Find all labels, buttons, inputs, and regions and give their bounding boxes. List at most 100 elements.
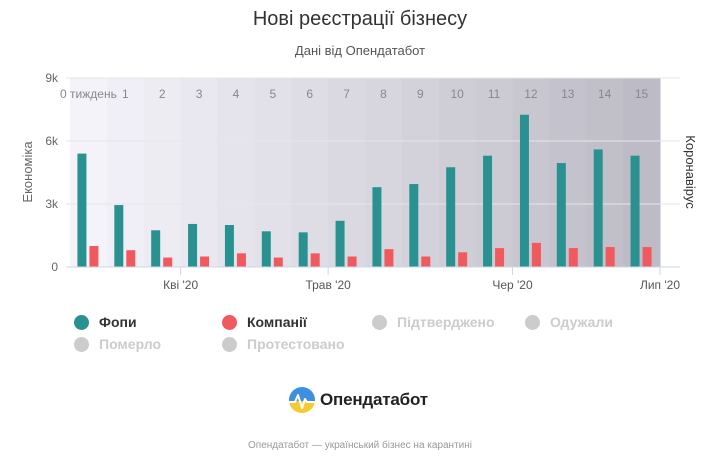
bar xyxy=(261,231,271,267)
week-label: 0 тиждень xyxy=(60,87,117,101)
week-band xyxy=(401,78,440,267)
bar xyxy=(483,155,493,267)
y-axis-title-right: Коронавірус xyxy=(683,135,698,209)
bar xyxy=(568,248,578,267)
week-label: 6 xyxy=(306,87,313,101)
bar xyxy=(409,184,419,267)
legend-dot xyxy=(372,314,387,330)
bar xyxy=(335,220,345,267)
bar xyxy=(531,242,541,267)
bar xyxy=(421,256,431,267)
x-date-label: Кві '20 xyxy=(163,278,198,292)
bar xyxy=(495,248,505,267)
legend-dot xyxy=(222,336,237,352)
bar xyxy=(630,155,640,267)
legend-label: Компанії xyxy=(247,314,307,330)
bar xyxy=(310,253,320,267)
bar xyxy=(593,149,603,267)
week-band xyxy=(70,78,108,267)
brand-name: Опендатабот xyxy=(320,390,428,409)
legend-item-tested[interactable]: Протестовано xyxy=(222,336,345,352)
y-tick-label: 3k xyxy=(45,197,59,211)
week-band xyxy=(254,78,292,267)
week-band xyxy=(623,78,661,267)
week-label: 15 xyxy=(635,87,649,101)
legend-item-recovered[interactable]: Одужали xyxy=(525,314,613,330)
week-band xyxy=(365,78,403,267)
bar xyxy=(273,257,283,267)
bar xyxy=(151,230,161,267)
bar xyxy=(114,205,124,267)
bar xyxy=(298,232,308,267)
week-label: 12 xyxy=(524,87,538,101)
bar xyxy=(372,187,382,267)
legend: Фопи Компанії Підтверджено Одужали Помер… xyxy=(70,314,690,358)
x-date-label: Трав '20 xyxy=(305,278,351,292)
chart-subtitle: Дані від Опендатабот xyxy=(294,43,426,58)
legend-dot xyxy=(74,336,89,352)
legend-item-died[interactable]: Померло xyxy=(74,336,161,352)
bar xyxy=(200,256,210,267)
bar xyxy=(77,153,87,267)
bar xyxy=(236,253,246,267)
brand: Опендатабот xyxy=(288,386,428,414)
week-band xyxy=(143,78,182,267)
week-label: 4 xyxy=(233,87,240,101)
legend-dot xyxy=(74,314,89,330)
legend-dot xyxy=(525,314,540,330)
week-label: 13 xyxy=(561,87,575,101)
week-band xyxy=(438,78,477,267)
bar xyxy=(89,246,99,267)
week-band xyxy=(328,78,366,267)
legend-dot xyxy=(222,314,237,330)
legend-item-fopy[interactable]: Фопи xyxy=(74,314,137,330)
week-band xyxy=(106,78,145,267)
y-tick-label: 9k xyxy=(45,71,59,85)
y-tick-label: 0 xyxy=(51,260,58,274)
bar xyxy=(642,247,652,267)
week-label: 2 xyxy=(159,87,166,101)
legend-label: Фопи xyxy=(99,314,137,330)
bar xyxy=(347,256,357,267)
week-label: 9 xyxy=(417,87,424,101)
bar xyxy=(519,114,529,267)
week-label: 14 xyxy=(598,87,612,101)
week-band xyxy=(291,78,329,267)
week-label: 3 xyxy=(196,87,203,101)
week-label: 8 xyxy=(380,87,387,101)
week-band xyxy=(475,78,513,267)
week-label: 7 xyxy=(343,87,350,101)
week-label: 11 xyxy=(488,87,501,101)
y-axis-title-left: Економіка xyxy=(20,141,35,203)
bar xyxy=(446,167,456,267)
bar xyxy=(163,257,173,267)
legend-label: Протестовано xyxy=(247,336,345,352)
legend-label: Одужали xyxy=(550,314,613,330)
legend-item-companies[interactable]: Компанії xyxy=(222,314,307,330)
bar xyxy=(188,223,198,267)
y-tick-label: 6k xyxy=(45,134,59,148)
week-band xyxy=(217,78,255,267)
bar xyxy=(384,249,394,267)
week-label: 1 xyxy=(122,87,129,101)
bar xyxy=(126,250,136,267)
legend-label: Померло xyxy=(99,336,162,352)
week-band xyxy=(586,78,624,267)
week-band xyxy=(180,78,218,267)
week-band xyxy=(512,78,550,267)
opendatabot-logo-icon xyxy=(289,387,315,413)
x-date-label: Лип '20 xyxy=(640,278,680,292)
bar xyxy=(556,163,566,267)
week-band xyxy=(549,78,587,267)
bar xyxy=(224,225,234,267)
legend-label: Підтверджено xyxy=(397,314,495,330)
chart-title: Нові реєстрації бізнесу xyxy=(252,8,468,30)
bar xyxy=(605,247,615,267)
bar xyxy=(458,252,468,267)
week-label: 10 xyxy=(451,87,465,101)
x-date-label: Чер '20 xyxy=(492,278,533,292)
footer-caption: Опендатабот — український бізнес на кара… xyxy=(248,440,472,451)
week-label: 5 xyxy=(269,87,276,101)
legend-item-confirmed[interactable]: Підтверджено xyxy=(372,314,495,330)
